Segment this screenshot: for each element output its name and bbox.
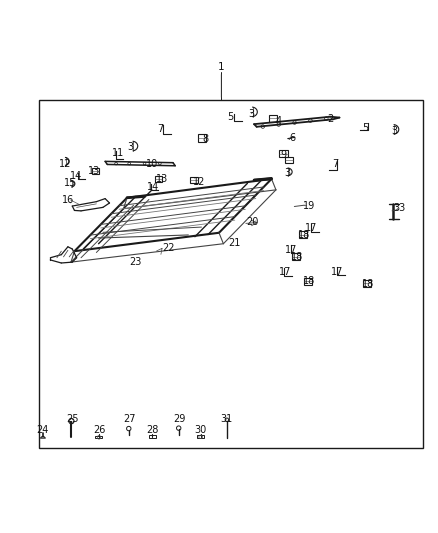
Text: 31: 31	[221, 414, 233, 424]
Text: 17: 17	[331, 267, 343, 277]
Text: 30: 30	[194, 425, 207, 435]
Text: 1: 1	[218, 62, 225, 72]
Text: 6: 6	[290, 133, 296, 143]
Text: 14: 14	[70, 171, 82, 181]
Text: 16: 16	[62, 195, 74, 205]
Text: 23: 23	[130, 257, 142, 267]
Bar	[39, 100, 423, 448]
Text: 17: 17	[279, 267, 291, 277]
Text: 20: 20	[247, 217, 259, 227]
Text: 29: 29	[173, 414, 186, 424]
Text: 25: 25	[67, 414, 79, 424]
Text: 14: 14	[147, 182, 159, 192]
Text: 3: 3	[391, 126, 397, 136]
Text: 9: 9	[281, 150, 287, 160]
Text: 17: 17	[285, 245, 297, 255]
Text: 13: 13	[156, 174, 168, 184]
Text: 15: 15	[64, 178, 76, 188]
Text: 10: 10	[146, 159, 159, 168]
Text: 27: 27	[124, 414, 136, 424]
Text: 5: 5	[227, 112, 233, 122]
Text: 12: 12	[193, 176, 205, 187]
Text: 21: 21	[228, 238, 240, 248]
Text: 7: 7	[332, 159, 339, 169]
Text: 18: 18	[291, 252, 303, 262]
Text: 26: 26	[93, 425, 105, 435]
Text: 3: 3	[284, 168, 290, 178]
Text: 2: 2	[328, 115, 334, 124]
Text: 18: 18	[303, 277, 315, 286]
Text: 28: 28	[146, 425, 159, 435]
Text: 18: 18	[298, 230, 311, 240]
Text: 11: 11	[112, 149, 124, 158]
Text: 12: 12	[59, 159, 71, 168]
Text: 18: 18	[362, 279, 374, 288]
Text: 19: 19	[303, 201, 315, 211]
Text: 17: 17	[305, 223, 317, 233]
Text: 13: 13	[88, 166, 100, 176]
Text: 33: 33	[394, 203, 406, 213]
Text: 8: 8	[202, 134, 208, 144]
Text: 3: 3	[127, 142, 134, 152]
Text: 22: 22	[162, 243, 174, 253]
Text: 7: 7	[157, 124, 163, 134]
Text: 3: 3	[249, 109, 255, 119]
Text: 4: 4	[276, 116, 282, 126]
Text: 5: 5	[363, 123, 369, 133]
Text: 24: 24	[37, 425, 49, 435]
